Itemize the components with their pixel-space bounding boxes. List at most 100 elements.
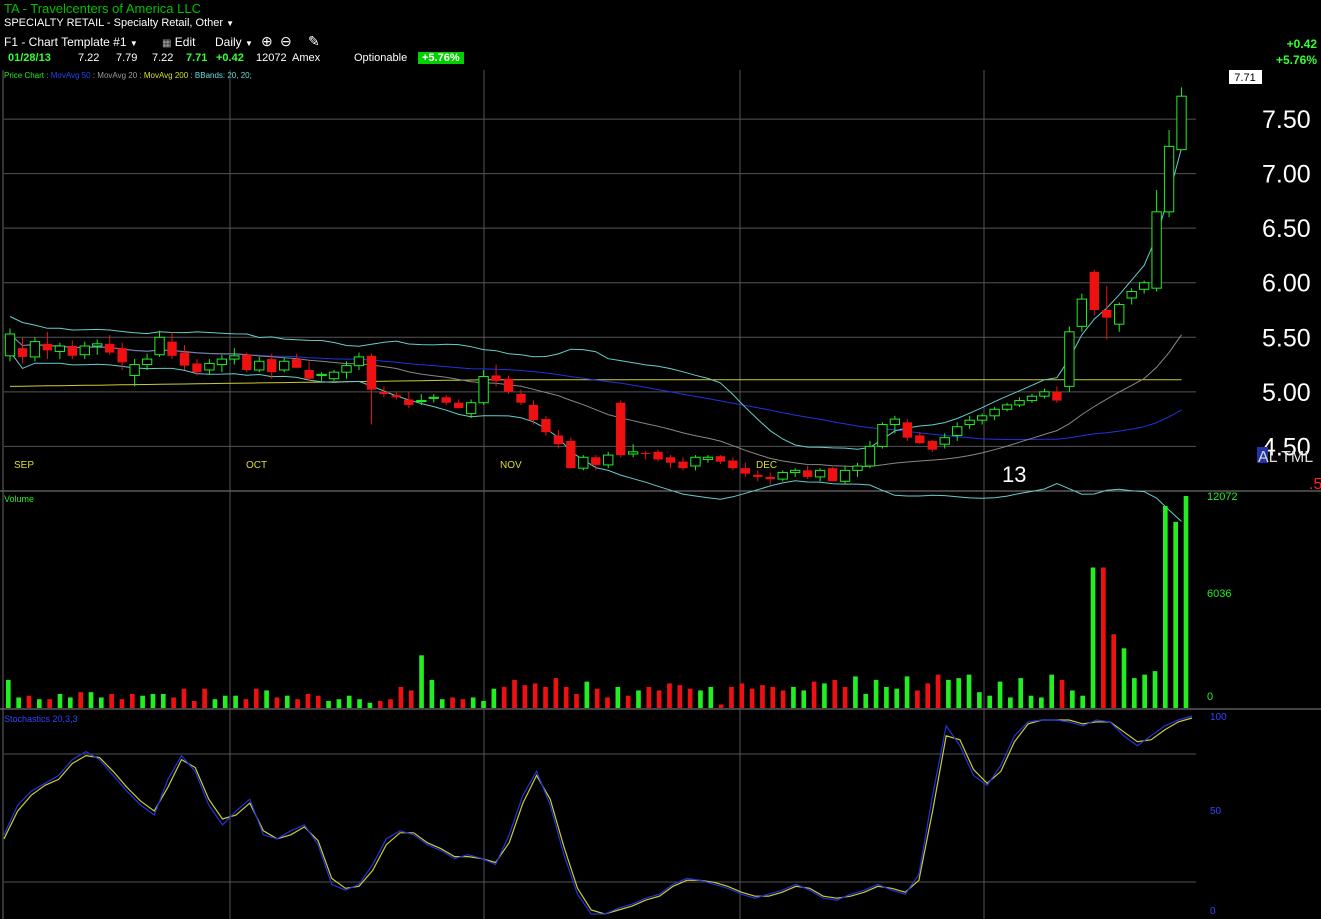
candle-body [989, 408, 1000, 417]
candle-body [465, 402, 477, 415]
candle-body [1102, 310, 1112, 318]
candle-body [753, 474, 763, 477]
volume-bar [88, 692, 94, 708]
quote-volume: 12072 [256, 52, 287, 64]
volume-bar [780, 690, 786, 708]
volume-bar [749, 688, 755, 708]
interval-dropdown[interactable]: Daily ▼ [215, 35, 253, 49]
volume-bar [811, 681, 817, 708]
candle-body [404, 399, 414, 405]
zoom-out-icon[interactable]: ⊖ [280, 33, 292, 49]
pen-icon[interactable]: ✎ [308, 33, 320, 49]
volume-bar [1111, 634, 1117, 708]
candle-body [291, 359, 302, 368]
candle-body [864, 445, 876, 467]
candle-body [129, 364, 140, 376]
change-pct: +5.76% [1275, 53, 1317, 67]
legend-ma20: MovAvg 20 [97, 71, 138, 80]
price-tick-label: 6.50 [1262, 215, 1311, 243]
template-dropdown[interactable]: F1 - Chart Template #1 ▼ [4, 35, 138, 49]
volume-bar [770, 686, 776, 708]
candle-body [154, 336, 165, 356]
candle-body [167, 341, 177, 356]
candle-body [964, 419, 975, 426]
volume-axis-label: 0 [1207, 691, 1213, 703]
volume-bar [884, 686, 889, 708]
volume-bar [925, 683, 931, 708]
volume-bar [667, 683, 672, 708]
candle-body [839, 469, 851, 482]
candle-body [428, 396, 439, 399]
volume-bar [946, 679, 951, 708]
volume-bar [470, 697, 476, 708]
volume-bar [1173, 521, 1178, 708]
chart-legend: Price Chart : MovAvg 50 : MovAvg 20 : Mo… [4, 71, 252, 80]
edit-icon: ▦ [162, 38, 172, 49]
volume-bar [801, 690, 807, 708]
volume-bar [439, 699, 445, 708]
candle-body [1026, 395, 1038, 402]
month-label-sep: SEP [14, 460, 34, 471]
edit-button[interactable]: ▦ Edit [162, 35, 195, 49]
volume-bar [1008, 697, 1013, 708]
candle-body [591, 457, 601, 465]
volume-bar [233, 695, 238, 708]
volume-bar [450, 697, 455, 708]
volume-bar [1059, 679, 1065, 708]
volume-bar [791, 686, 796, 708]
volume-bar [894, 688, 900, 708]
volume-bar [605, 697, 610, 708]
volume-bar [171, 697, 176, 708]
al-highlight [1257, 447, 1268, 463]
volume-bar [264, 690, 269, 708]
volume-bar [760, 685, 765, 708]
sector-dropdown[interactable]: SPECIALTY RETAIL - Specialty Retail, Oth… [4, 17, 234, 29]
volume-bar [57, 693, 63, 708]
month-label-nov: NOV [500, 460, 522, 471]
zoom-in-icon[interactable]: ⊕ [261, 33, 273, 49]
candle-body [827, 468, 838, 482]
volume-bar [687, 688, 693, 708]
candle-body [1076, 298, 1088, 327]
volume-bar [377, 700, 383, 708]
volume-bar [574, 693, 579, 708]
candle-body [341, 365, 352, 373]
candle-body [765, 476, 775, 480]
legend-price: Price Chart : [4, 71, 49, 80]
candle-body [279, 360, 290, 371]
stoch-d-line [3, 717, 1193, 915]
candle-body [92, 343, 103, 347]
volume-bar [832, 679, 838, 708]
volume-bar [429, 679, 435, 708]
volume-bar [904, 676, 910, 708]
candle-body [740, 468, 750, 474]
quote-exchange: Amex [292, 52, 321, 64]
sector-label: SPECIALTY RETAIL - Specialty Retail, Oth… [4, 17, 224, 29]
bband-upper-line [9, 147, 1182, 450]
volume-bar [853, 676, 858, 708]
volume-bar [646, 686, 652, 708]
candle-body [1138, 282, 1150, 290]
chevron-down-icon: ▼ [245, 39, 253, 48]
volume-bar [842, 686, 848, 708]
volume-bar [915, 690, 920, 708]
candle-body [1039, 391, 1050, 397]
candle-body [353, 356, 365, 367]
stoch-axis-label: 100 [1210, 712, 1227, 723]
volume-bar [594, 688, 600, 708]
volume-bar [863, 693, 869, 708]
candle-body [4, 333, 16, 357]
candle-body [67, 346, 77, 356]
volume-bar [625, 695, 631, 708]
volume-bar [1018, 678, 1024, 708]
volume-bar [543, 686, 548, 708]
volume-bar [677, 685, 683, 708]
volume-bar [584, 681, 590, 708]
price-tick-label: 5.00 [1262, 379, 1311, 407]
legend-bbands: BBands: 20, 20; [194, 71, 252, 80]
interval-label: Daily [215, 35, 242, 49]
volume-bar [326, 700, 331, 708]
volume-bar [98, 697, 104, 708]
volume-bar [367, 702, 373, 708]
